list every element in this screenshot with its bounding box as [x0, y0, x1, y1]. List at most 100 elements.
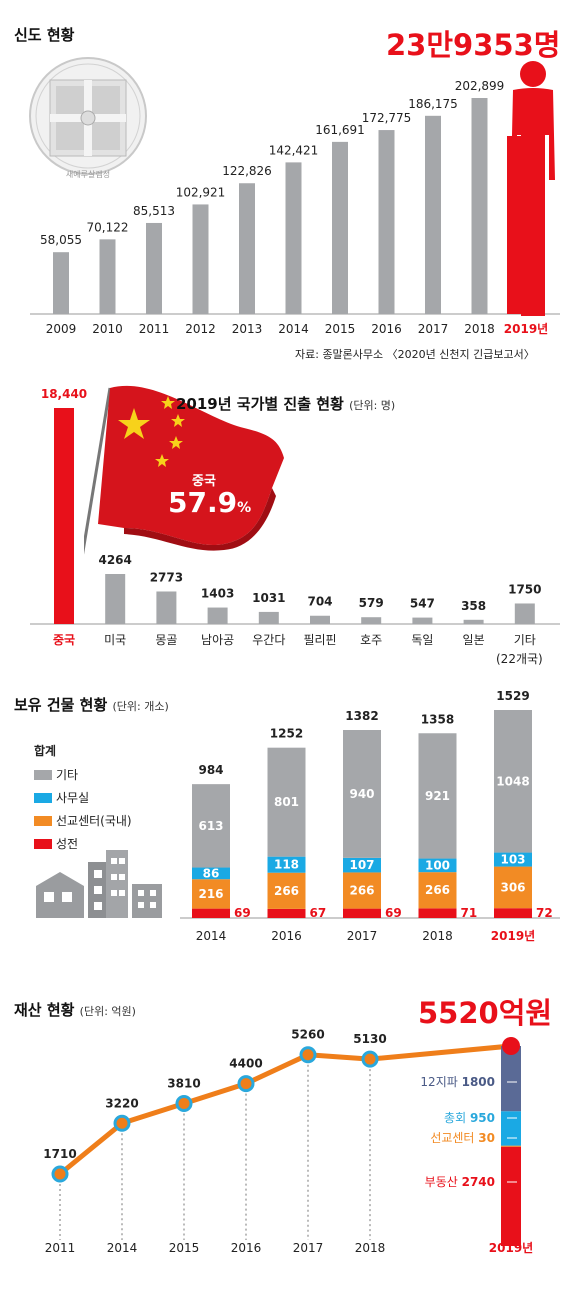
value-label-사무실-2019년: 103 — [500, 853, 525, 867]
legend-label: 기타 — [56, 768, 79, 782]
bar-사무실-2018 — [418, 858, 457, 873]
bar-사무실-2019년 — [494, 852, 532, 867]
tick-label-2019년: 2019년 — [491, 929, 535, 943]
tick-label-2017: 2017 — [418, 322, 449, 336]
value-label-2009: 58,055 — [40, 233, 82, 247]
breakdown-name: 선교센터 — [430, 1131, 478, 1145]
value-label-성전-2014: 69 — [234, 906, 251, 920]
bar-성전-2017 — [343, 908, 381, 918]
tick-label-2019년: 2019년 — [489, 1241, 533, 1255]
tick-label-2010: 2010 — [92, 322, 123, 336]
asset-breakdown-bar-0 — [501, 1146, 521, 1246]
bar-선교센터(국내)-2018 — [418, 872, 457, 909]
bar-사무실-2014 — [192, 867, 230, 880]
bar-선교센터(국내)-2019년 — [494, 866, 532, 909]
total-label-2017: 1382 — [345, 709, 378, 723]
flag-percent-sign: % — [237, 500, 252, 516]
tick-label-2019년: 2019년 — [504, 322, 548, 336]
total-label-2019년: 1529 — [496, 690, 529, 703]
value-label-사무실-2017: 107 — [349, 858, 374, 872]
tick-label-중국: 중국 — [53, 633, 75, 647]
point-2018 — [361, 1050, 379, 1068]
value-label-성전-2016: 67 — [310, 906, 327, 920]
bar-우간다 — [258, 611, 279, 624]
tick-label-독일: 독일 — [411, 633, 433, 647]
flag-label: 중국 — [192, 474, 216, 489]
section2-unit: (단위: 명) — [349, 399, 396, 412]
value-label-선교센터(국내)-2017: 266 — [349, 884, 374, 898]
bar-중국 — [54, 408, 74, 624]
legend-swatch — [34, 792, 52, 803]
breakdown-value: 2740 — [462, 1175, 495, 1189]
bar-일본 — [463, 619, 484, 624]
bar-미국 — [105, 574, 126, 624]
total-label-2014: 984 — [198, 763, 223, 777]
value-label-2016: 172,775 — [362, 111, 412, 125]
breakdown-label-1: 총회 950 — [444, 1111, 495, 1125]
bar-2009 — [53, 252, 69, 314]
tick-label-2017: 2017 — [293, 1241, 324, 1255]
tick-label-2014: 2014 — [107, 1241, 138, 1255]
value-label-중국: 18,440 — [41, 387, 87, 401]
tick-label-2018: 2018 — [422, 929, 453, 943]
bar-2011 — [146, 222, 162, 314]
buildings-icon — [36, 850, 162, 918]
value-label-2015: 3810 — [167, 1076, 200, 1090]
value-label-2015: 161,691 — [315, 123, 365, 137]
bar-호주 — [361, 617, 382, 624]
bar-기타 — [514, 603, 535, 624]
value-label-2011: 85,513 — [133, 204, 175, 218]
bar-독일 — [412, 617, 433, 624]
bar-선교센터(국내)-2016 — [267, 872, 306, 909]
person-icon — [511, 61, 555, 316]
value-label-성전-2018: 71 — [461, 906, 478, 920]
value-label-기타-2017: 940 — [349, 787, 374, 801]
tick-label-미국: 미국 — [104, 633, 126, 647]
section2-title-text: 2019년 국가별 진출 현황 — [176, 395, 344, 413]
bar-2010 — [99, 239, 116, 314]
value-label-기타-2018: 921 — [425, 789, 450, 803]
value-label-사무실-2014: 86 — [203, 866, 220, 880]
value-label-필리핀: 704 — [307, 595, 332, 609]
bar-기타-2017 — [343, 729, 381, 858]
value-label-기타: 1750 — [508, 582, 541, 596]
tick-label-2014: 2014 — [278, 322, 309, 336]
legend-item: 선교센터(국내) — [34, 812, 132, 829]
tick-label-2013: 2013 — [232, 322, 263, 336]
tick-label-2016: 2016 — [271, 929, 302, 943]
assets-chart: 12지파 1800 총회 950 선교센터 30 부동산 2740 1710 2011 32… — [43, 1028, 533, 1255]
value-label-2012: 102,921 — [176, 185, 226, 199]
breakdown-value: 30 — [478, 1131, 495, 1145]
value-label-2014: 142,421 — [269, 143, 319, 157]
breakdown-value: 950 — [470, 1111, 495, 1125]
flag-percent: 57.9% — [168, 486, 251, 519]
bar-2013 — [239, 183, 255, 314]
breakdown-label-3: 부동산 2740 — [425, 1175, 495, 1189]
section4-title-text: 재산 현황 — [14, 1001, 75, 1019]
tick-label-우간다: 우간다 — [252, 633, 285, 647]
legend-item: 기타 — [34, 766, 132, 783]
section3-title-text: 보유 건물 현황 — [14, 696, 108, 714]
members-headline: 23만9353명 — [386, 28, 561, 62]
bar-남아공 — [207, 607, 228, 624]
bar-성전-2016 — [267, 908, 306, 918]
bar-기타-2014 — [192, 784, 230, 868]
tick-label-호주: 호주 — [360, 633, 382, 647]
tick-label-2011: 2011 — [139, 322, 170, 336]
value-label-성전-2017: 69 — [385, 906, 402, 920]
value-label-2018: 5130 — [353, 1032, 386, 1046]
value-label-몽골: 2773 — [150, 570, 183, 584]
etc-countries-note: (22개국) — [496, 652, 543, 666]
country-chart: 18,440 중국 4264 미국 2773 몽골 1403 남아공 1031 우간다 704 필리핀… — [30, 387, 560, 647]
point-2017 — [299, 1046, 317, 1064]
seal-icon: 새예루살렘성 — [29, 57, 147, 179]
tick-label-2011: 2011 — [45, 1241, 76, 1255]
breakdown-label-0: 12지파 1800 — [420, 1075, 495, 1089]
tick-label-2012: 2012 — [185, 322, 216, 336]
bar-2014 — [285, 162, 302, 314]
bar-선교센터(국내)-2017 — [343, 872, 381, 909]
point-2016 — [237, 1075, 255, 1093]
total-label-2018: 1358 — [421, 712, 454, 726]
tick-label-2016: 2016 — [231, 1241, 262, 1255]
value-label-기타-2019년: 1048 — [496, 774, 529, 788]
